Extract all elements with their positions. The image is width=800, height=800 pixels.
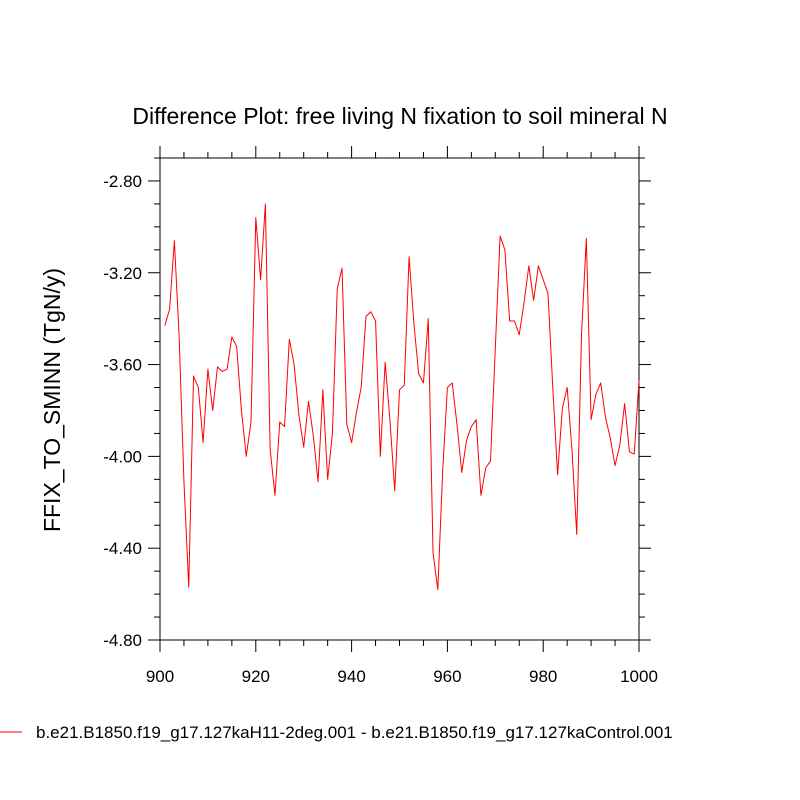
y-tick-label: -3.60 (103, 356, 142, 375)
x-axis-ticks: 900 920 940 960 980 1000 (146, 146, 658, 686)
y-tick-label: -4.80 (103, 631, 142, 650)
series-group (164, 203, 640, 590)
y-axis-label: FFIX_TO_SMINN (TgN/y) (39, 268, 65, 532)
y-tick-label: -2.80 (103, 172, 142, 191)
chart-title: Difference Plot: free living N fixation … (132, 103, 667, 129)
y-tick-label: -4.40 (103, 539, 142, 558)
x-tick-label: 1000 (620, 667, 658, 686)
x-tick-label: 980 (529, 667, 557, 686)
x-tick-label: 960 (433, 667, 461, 686)
legend-entry-label: b.e21.B1850.f19_g17.127kaH11-2deg.001 - … (36, 723, 673, 742)
legend: b.e21.B1850.f19_g17.127kaH11-2deg.001 - … (0, 723, 673, 742)
x-tick-label: 940 (337, 667, 365, 686)
y-tick-label: -3.20 (103, 264, 142, 283)
x-tick-label: 900 (146, 667, 174, 686)
x-tick-label: 920 (242, 667, 270, 686)
y-tick-label: -4.00 (103, 447, 142, 466)
series-line (164, 203, 640, 590)
y-axis-ticks: -2.80 -3.20 -3.60 -4.00 -4.40 -4.80 (103, 157, 651, 650)
